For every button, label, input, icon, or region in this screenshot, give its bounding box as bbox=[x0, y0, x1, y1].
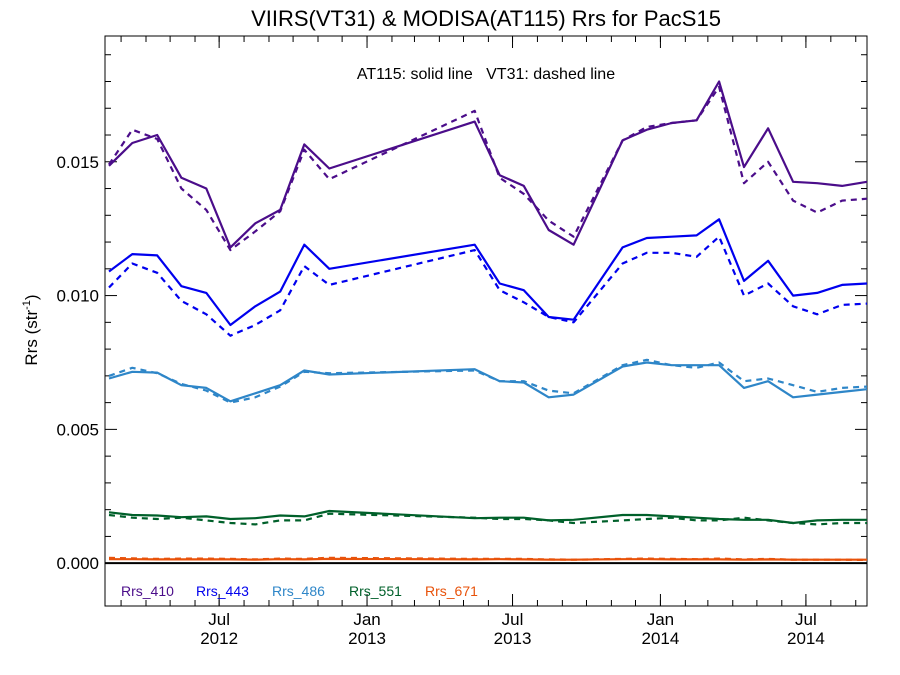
legend-entry-rrs-486: Rrs_486 bbox=[272, 583, 325, 599]
x-tick-year-0: 2012 bbox=[200, 629, 238, 648]
legend: Rrs_410 Rrs_443 Rrs_486 Rrs_551 Rrs_671 bbox=[121, 583, 478, 599]
plot-frame bbox=[104, 35, 868, 607]
y-axis-label: Rrs (str-1) bbox=[21, 294, 41, 365]
x-tick-month-3: Jan bbox=[647, 610, 674, 629]
line-style-annotation: AT115: solid line VT31: dashed line bbox=[357, 66, 615, 83]
x-tick-year-4: 2014 bbox=[787, 629, 825, 648]
series-rrs-551-dashed bbox=[108, 512, 867, 526]
x-tick-year-3: 2014 bbox=[642, 629, 680, 648]
x-tick-month-4: Jul bbox=[795, 610, 817, 629]
x-tick-month-2: Jul bbox=[502, 610, 524, 629]
series-rrs-443-solid bbox=[108, 218, 868, 327]
x-tick-year-2: 2013 bbox=[494, 629, 532, 648]
x-tick-month-0: Jul bbox=[208, 610, 230, 629]
series-rrs-671-dashed bbox=[108, 556, 868, 562]
series-rrs-410-dashed bbox=[108, 85, 868, 252]
series-rrs-486-solid bbox=[108, 361, 868, 403]
y-axis: 0.000 0.005 0.010 0.015 bbox=[56, 54, 867, 573]
legend-entry-rrs-671: Rrs_671 bbox=[425, 583, 478, 599]
x-tick-month-1: Jan bbox=[353, 610, 380, 629]
series-rrs-443-dashed bbox=[108, 235, 868, 337]
x-tick-year-1: 2013 bbox=[348, 629, 386, 648]
legend-entry-rrs-551: Rrs_551 bbox=[349, 583, 402, 599]
series-lines bbox=[105, 80, 868, 565]
y-tick-label-3: 0.015 bbox=[56, 153, 99, 172]
series-rrs-410-solid bbox=[108, 80, 868, 249]
legend-entry-rrs-443: Rrs_443 bbox=[196, 583, 249, 599]
y-tick-label-2: 0.010 bbox=[56, 287, 99, 306]
y-tick-label-0: 0.000 bbox=[56, 554, 99, 573]
legend-entry-rrs-410: Rrs_410 bbox=[121, 583, 174, 599]
y-tick-label-1: 0.005 bbox=[56, 420, 99, 439]
chart-title: VIIRS(VT31) & MODISA(AT115) Rrs for PacS… bbox=[251, 6, 721, 31]
series-rrs-486-dashed bbox=[108, 358, 868, 404]
